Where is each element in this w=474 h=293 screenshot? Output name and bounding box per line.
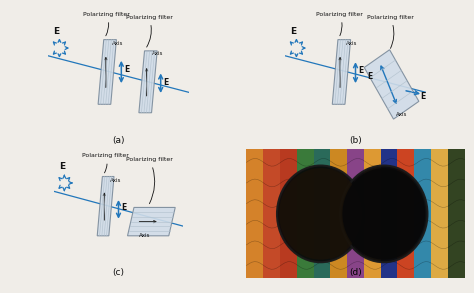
Bar [448,149,465,278]
Ellipse shape [279,168,362,260]
Text: Axis: Axis [346,41,357,46]
Text: Axis: Axis [396,112,408,117]
Text: Axis: Axis [111,41,123,46]
Bar [314,149,330,278]
Polygon shape [98,40,117,104]
Polygon shape [128,207,175,236]
Text: E: E [358,67,364,75]
Bar [263,149,280,278]
Bar [347,149,364,278]
Bar [364,149,381,278]
Bar [397,149,414,278]
Text: (c): (c) [112,268,125,277]
Text: (d): (d) [349,268,362,277]
Text: Axis: Axis [152,51,164,56]
Text: Polarizing filter: Polarizing filter [126,157,173,204]
Text: Polarizing filter: Polarizing filter [126,15,173,47]
Ellipse shape [342,168,425,260]
Text: (a): (a) [112,136,125,145]
Text: Axis: Axis [139,233,151,238]
Bar [280,149,297,278]
Text: E: E [291,27,297,36]
Bar [297,149,314,278]
Ellipse shape [340,166,428,262]
Polygon shape [332,40,351,104]
Text: E: E [124,65,129,74]
Bar [431,149,448,278]
Text: E: E [367,72,372,81]
Bar [414,149,431,278]
Text: E: E [54,27,60,36]
Bar [330,149,347,278]
Text: E: E [121,203,127,212]
Ellipse shape [277,166,364,262]
Bar [246,149,263,278]
Polygon shape [97,176,114,236]
Text: Polarizing filter: Polarizing filter [83,12,130,36]
Text: Axis: Axis [109,178,121,183]
Text: Polarizing filter: Polarizing filter [367,15,414,48]
Text: Polarizing filter: Polarizing filter [316,12,363,36]
Text: (b): (b) [349,136,362,145]
Polygon shape [364,50,419,119]
Text: E: E [59,162,65,171]
Text: E: E [420,92,426,101]
Bar [381,149,397,278]
Text: Polarizing filter: Polarizing filter [82,154,129,173]
Polygon shape [139,51,157,113]
Text: E: E [164,78,169,87]
